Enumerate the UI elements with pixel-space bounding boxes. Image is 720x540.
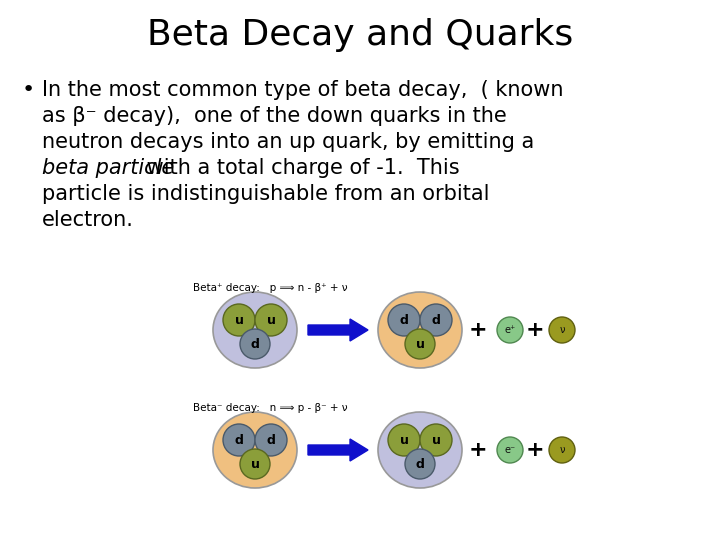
Text: Beta⁻ decay:   n ⟹ p - β⁻ + ν: Beta⁻ decay: n ⟹ p - β⁻ + ν: [193, 403, 348, 413]
Text: ν: ν: [559, 445, 564, 455]
Text: +: +: [526, 320, 544, 340]
Text: +: +: [469, 320, 487, 340]
Text: d: d: [415, 457, 424, 470]
Circle shape: [497, 317, 523, 343]
Text: particle is indistinguishable from an orbital: particle is indistinguishable from an or…: [42, 184, 490, 204]
Circle shape: [255, 304, 287, 336]
Text: electron.: electron.: [42, 210, 134, 230]
Text: neutron decays into an up quark, by emitting a: neutron decays into an up quark, by emit…: [42, 132, 534, 152]
Text: u: u: [251, 457, 259, 470]
Text: In the most common type of beta decay,  ( known: In the most common type of beta decay, (…: [42, 80, 564, 100]
Text: u: u: [235, 314, 243, 327]
Text: e⁻: e⁻: [505, 445, 516, 455]
Circle shape: [388, 304, 420, 336]
Text: u: u: [266, 314, 276, 327]
Circle shape: [420, 304, 452, 336]
Circle shape: [255, 424, 287, 456]
Circle shape: [549, 437, 575, 463]
Circle shape: [240, 449, 270, 479]
FancyArrow shape: [308, 319, 368, 341]
Text: e⁺: e⁺: [505, 325, 516, 335]
Text: as β⁻ decay),  one of the down quarks in the: as β⁻ decay), one of the down quarks in …: [42, 106, 507, 126]
Circle shape: [240, 329, 270, 359]
Ellipse shape: [378, 292, 462, 368]
Circle shape: [497, 437, 523, 463]
Text: u: u: [431, 434, 441, 447]
Circle shape: [549, 317, 575, 343]
Text: u: u: [415, 338, 424, 350]
Ellipse shape: [213, 292, 297, 368]
Text: +: +: [469, 440, 487, 460]
Text: Beta Decay and Quarks: Beta Decay and Quarks: [147, 18, 573, 52]
Text: •: •: [22, 80, 35, 100]
Circle shape: [420, 424, 452, 456]
Text: Beta⁺ decay:   p ⟹ n - β⁺ + ν: Beta⁺ decay: p ⟹ n - β⁺ + ν: [193, 283, 348, 293]
Text: u: u: [400, 434, 408, 447]
Ellipse shape: [378, 412, 462, 488]
Text: d: d: [431, 314, 441, 327]
Text: ν: ν: [559, 325, 564, 335]
Text: d: d: [266, 434, 276, 447]
Circle shape: [405, 449, 435, 479]
Circle shape: [223, 304, 255, 336]
Circle shape: [405, 329, 435, 359]
Text: with a total charge of -1.  This: with a total charge of -1. This: [140, 158, 459, 178]
FancyArrow shape: [308, 439, 368, 461]
Text: beta particle: beta particle: [42, 158, 174, 178]
Ellipse shape: [213, 412, 297, 488]
Circle shape: [223, 424, 255, 456]
Text: d: d: [400, 314, 408, 327]
Circle shape: [388, 424, 420, 456]
Text: +: +: [526, 440, 544, 460]
Text: d: d: [251, 338, 259, 350]
Text: d: d: [235, 434, 243, 447]
